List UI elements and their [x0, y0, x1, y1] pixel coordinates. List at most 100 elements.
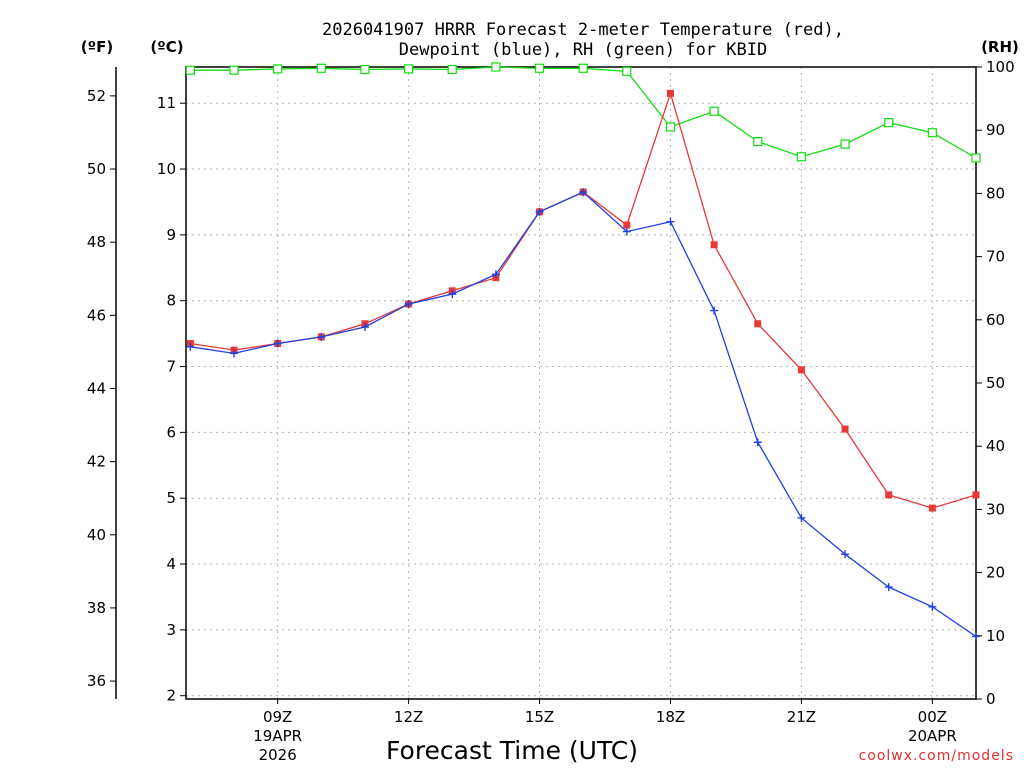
- tick-label-rh-30: 30: [986, 500, 1005, 518]
- rh-line: [190, 66, 977, 159]
- tick-label-fahrenheit-48: 48: [87, 233, 106, 251]
- temperature-point-20: [754, 320, 762, 328]
- rh-point-21: [796, 152, 807, 162]
- tick-label-fahrenheit-52: 52: [87, 87, 106, 105]
- temperature-point-19: [710, 241, 718, 249]
- dewpoint-point-25: [972, 632, 980, 641]
- tick-label-fahrenheit-38: 38: [87, 599, 106, 617]
- dewpoint-point-12: [404, 300, 413, 308]
- tick-label-rh-50: 50: [986, 374, 1005, 392]
- rh-point-17: [622, 66, 632, 77]
- tick-label-celsius-7: 7: [166, 358, 176, 376]
- rh-point-7: [185, 65, 195, 75]
- tick-sublabel-date-09Z: 19APR: [253, 727, 302, 745]
- tick-label-fahrenheit-42: 42: [87, 453, 106, 471]
- plot-frame: [185, 66, 977, 700]
- dewpoint-point-10: [317, 332, 326, 341]
- tick-label-rh-90: 90: [986, 121, 1005, 139]
- tick-label-celsius-6: 6: [166, 423, 176, 441]
- tick-label-celsius-9: 9: [166, 226, 176, 244]
- fahrenheit-unit-label: (ºF): [81, 38, 113, 56]
- temperature-point-18: [666, 89, 674, 97]
- temperature-point-23: [885, 491, 893, 499]
- dewpoint-point-11: [360, 323, 369, 332]
- tick-label-fahrenheit-44: 44: [87, 379, 106, 397]
- tick-sublabel-date-00Z: 20APR: [908, 727, 957, 745]
- rh-point-9: [273, 64, 283, 74]
- rh-point-13: [447, 64, 457, 75]
- tick-label-rh-0: 0: [986, 690, 996, 708]
- temperature-point-25: [972, 491, 980, 499]
- tick-label-fahrenheit-50: 50: [87, 160, 106, 178]
- tick-label-celsius-5: 5: [166, 489, 176, 507]
- chart-title-line-1: 2026041907 HRRR Forecast 2-meter Tempera…: [322, 20, 844, 40]
- tick-label-x-09Z: 09Z: [263, 708, 292, 726]
- temperature-point-24: [928, 504, 936, 512]
- celsius-unit-label: (ºC): [150, 38, 183, 56]
- rh-point-25: [971, 153, 981, 163]
- tick-label-x-00Z: 00Z: [918, 708, 947, 726]
- tick-label-celsius-3: 3: [166, 621, 176, 639]
- temperature-point-21: [797, 366, 805, 374]
- x-axis-label: Forecast Time (UTC): [386, 736, 638, 765]
- tick-label-x-15Z: 15Z: [525, 708, 554, 726]
- tick-label-rh-100: 100: [986, 58, 1015, 76]
- rh-unit-label: (RH): [981, 38, 1019, 56]
- tick-sublabel-year-09Z: 2026: [259, 746, 297, 764]
- rh-point-11: [360, 64, 370, 75]
- credit-text: coolwx.com/models: [859, 748, 1014, 764]
- chart-title-line-2: Dewpoint (blue), RH (green) for KBID: [399, 40, 767, 60]
- tick-label-rh-10: 10: [986, 627, 1005, 645]
- rh-point-23: [884, 118, 894, 128]
- tick-label-rh-80: 80: [986, 184, 1005, 202]
- dewpoint-point-23: [884, 583, 893, 592]
- tick-label-celsius-10: 10: [157, 160, 176, 178]
- dewpoint-point-16: [579, 188, 588, 197]
- dewpoint-point-20: [753, 438, 762, 447]
- dewpoint-point-21: [797, 513, 806, 522]
- rh-point-20: [753, 136, 763, 147]
- tick-label-rh-20: 20: [986, 564, 1005, 582]
- dewpoint-point-8: [230, 349, 239, 358]
- dewpoint-point-22: [841, 550, 850, 559]
- tick-label-fahrenheit-46: 46: [87, 306, 106, 324]
- dewpoint-point-24: [928, 602, 937, 611]
- dewpoint-point-9: [273, 339, 282, 348]
- rh-point-15: [534, 63, 545, 73]
- tick-label-celsius-8: 8: [166, 292, 176, 310]
- dewpoint-point-18: [666, 217, 675, 226]
- tick-label-rh-40: 40: [986, 437, 1005, 455]
- plot-series: [185, 62, 981, 641]
- tick-label-rh-60: 60: [986, 311, 1005, 329]
- dewpoint-point-14: [491, 270, 500, 279]
- tick-label-fahrenheit-40: 40: [87, 526, 106, 544]
- tick-label-x-21Z: 21Z: [787, 708, 816, 726]
- dewpoint-point-13: [448, 290, 457, 299]
- tick-label-celsius-2: 2: [166, 687, 176, 705]
- tick-label-rh-70: 70: [986, 248, 1005, 266]
- temperature-point-22: [841, 425, 849, 433]
- dewpoint-point-7: [186, 342, 195, 351]
- rh-point-16: [578, 63, 588, 73]
- rh-point-10: [316, 63, 326, 73]
- tick-label-celsius-4: 4: [166, 555, 176, 573]
- temperature-point-17: [623, 221, 631, 229]
- rh-point-14: [491, 62, 501, 72]
- tick-label-x-18Z: 18Z: [656, 708, 685, 726]
- dewpoint-point-19: [710, 306, 719, 315]
- rh-point-19: [709, 106, 719, 116]
- dewpoint-point-17: [622, 227, 631, 236]
- grid-lines: [186, 67, 976, 699]
- tick-label-fahrenheit-36: 36: [87, 672, 106, 690]
- rh-point-8: [229, 65, 239, 75]
- dewpoint-line: [190, 191, 977, 638]
- rh-point-24: [927, 128, 937, 138]
- rh-point-12: [403, 64, 414, 74]
- rh-point-22: [840, 139, 850, 149]
- dewpoint-point-15: [535, 207, 544, 216]
- tick-label-x-12Z: 12Z: [394, 708, 423, 726]
- tick-label-celsius-11: 11: [157, 94, 176, 112]
- rh-point-18: [665, 122, 676, 132]
